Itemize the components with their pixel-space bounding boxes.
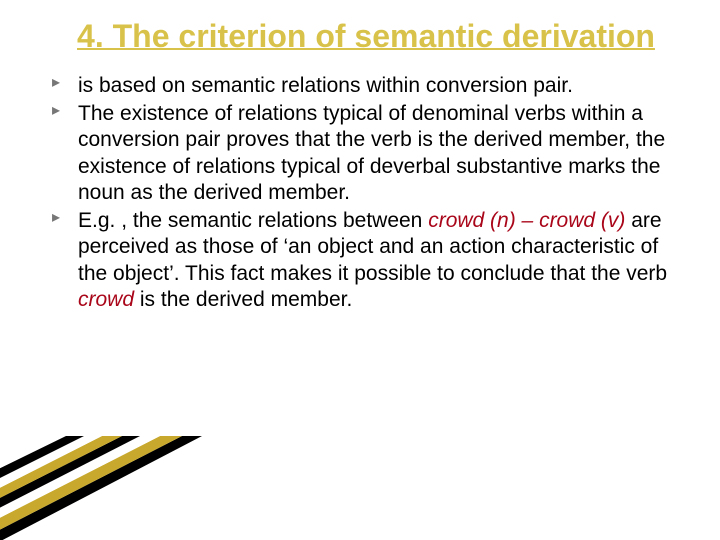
bullet-item: The existence of relations typical of de… [52, 101, 680, 206]
bullet-item: E.g. , the semantic relations between cr… [52, 208, 680, 313]
bullet-item: is based on semantic relations within co… [52, 73, 680, 99]
bullet-text: is the derived member. [140, 288, 352, 311]
bullet-list: is based on semantic relations within co… [52, 73, 680, 313]
bullet-text: crowd [78, 288, 140, 311]
slide: 4. The criterion of semantic derivation … [0, 0, 720, 540]
slide-title: 4. The criterion of semantic derivation [52, 18, 680, 55]
bullet-text: is based on semantic relations within co… [78, 74, 573, 97]
bullet-text: E.g. , the semantic relations between [78, 209, 428, 232]
bullet-text: The existence of relations typical of de… [78, 102, 665, 204]
bullet-text: crowd (n) – crowd (v) [428, 209, 631, 232]
corner-decoration-icon [0, 436, 222, 540]
